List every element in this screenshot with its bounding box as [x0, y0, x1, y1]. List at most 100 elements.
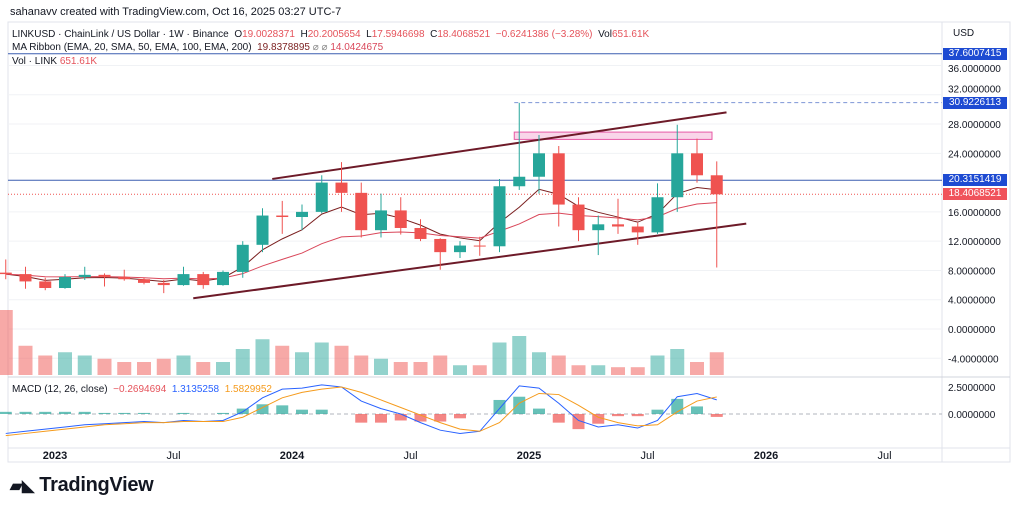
macd-histogram-bar — [177, 412, 190, 414]
volume-bar — [709, 352, 724, 375]
macd-legend[interactable]: MACD (12, 26, close) −0.2694694 1.313525… — [12, 384, 272, 395]
trendline — [193, 222, 747, 300]
price-tick-label: 16.0000000 — [948, 208, 1001, 219]
macd-histogram-bar — [414, 414, 427, 422]
candle-body — [513, 176, 526, 187]
candle-body — [572, 204, 585, 231]
volume-bar — [472, 365, 487, 375]
candle-body — [59, 277, 71, 289]
volume-bar — [413, 362, 428, 375]
ma-value-2: 14.0424675 — [330, 42, 384, 53]
ma-value-1: 19.8378895 — [257, 42, 310, 53]
candle-body — [217, 271, 229, 286]
candle-body — [671, 153, 684, 198]
macd-histogram-bar — [651, 409, 664, 414]
macd-histogram-bar — [710, 414, 723, 417]
volume-bar — [275, 345, 290, 375]
macd-histogram-bar — [315, 409, 328, 414]
volume-bar — [591, 365, 606, 375]
high-value: 20.2005654 — [307, 29, 361, 40]
time-tick-label: Jul — [166, 450, 180, 462]
macd-histogram-bar — [493, 399, 506, 414]
time-tick-label: Jul — [403, 450, 417, 462]
volume-bar — [630, 367, 645, 375]
candle-body — [78, 274, 91, 278]
macd-histogram-bar — [296, 409, 308, 414]
volume-bar — [670, 349, 685, 375]
price-tick-label: 28.0000000 — [948, 120, 1001, 131]
price-tag: 30.9226113 — [943, 96, 1007, 109]
time-tick-label: 2023 — [43, 450, 67, 462]
macd-histogram-bar — [59, 411, 71, 414]
macd-histogram-bar — [0, 411, 12, 414]
macd-line — [5, 384, 717, 434]
macd-histogram-bar — [138, 412, 150, 414]
chart-credit: sahanavv created with TradingView.com, O… — [10, 6, 342, 18]
volume-bar — [433, 355, 448, 375]
time-tick-label: Jul — [640, 450, 654, 462]
candle-body — [276, 215, 289, 218]
candle-body — [592, 224, 605, 231]
macd-histogram-bar — [394, 414, 407, 421]
time-tick-label: 2026 — [754, 450, 778, 462]
macd-histogram-bar — [39, 411, 52, 414]
signal-line — [5, 386, 717, 437]
ma-ribbon-legend[interactable]: MA Ribbon (EMA, 20, SMA, 50, EMA, 100, E… — [12, 42, 384, 53]
macd-histogram-bar — [118, 412, 131, 414]
volume-bar — [117, 362, 132, 375]
volume-bar — [314, 342, 329, 375]
volume-bar — [374, 358, 388, 375]
price-tick-label: 36.0000000 — [948, 64, 1001, 75]
candle-body — [138, 279, 150, 283]
macd-histogram-bar — [217, 412, 229, 414]
volume-bar — [571, 365, 586, 375]
price-tick-label: 0.0000000 — [948, 325, 996, 336]
macd-histogram-bar — [434, 414, 447, 422]
candle-body — [375, 210, 387, 231]
volume-bar — [255, 339, 270, 375]
candle-body — [19, 274, 32, 282]
volume-bar — [650, 355, 665, 375]
candle-body — [0, 272, 12, 275]
volume-bar — [156, 358, 171, 375]
symbol-legend: LINKUSD · ChainLink / US Dollar · 1W · B… — [12, 29, 650, 40]
volume-bar — [176, 355, 191, 375]
macd-histogram-bar — [98, 412, 111, 414]
candle-body — [39, 281, 52, 289]
macd-histogram-bar — [78, 411, 91, 414]
volume-legend[interactable]: Vol · LINK 651.61K — [12, 56, 98, 67]
candle-body — [533, 153, 545, 177]
low-value: 17.5946698 — [371, 29, 425, 40]
price-tag: 18.4068521 — [943, 188, 1007, 201]
volume-bar — [492, 342, 507, 375]
candle-body — [118, 277, 131, 280]
candle-body — [454, 245, 466, 253]
macd-histogram-bar — [612, 414, 624, 417]
candle-body — [394, 210, 407, 228]
volume-bar — [58, 352, 72, 375]
macd-tick-label: 2.5000000 — [948, 383, 996, 394]
volume-bar — [393, 362, 408, 375]
symbol-title[interactable]: LINKUSD · ChainLink / US Dollar · 1W · B… — [12, 29, 229, 40]
volume-bar — [216, 362, 230, 375]
resistance-zone — [513, 131, 713, 140]
candle-body — [651, 197, 664, 233]
trendline — [272, 111, 727, 180]
volume-bar — [453, 365, 467, 375]
volume-bar — [196, 362, 211, 375]
open-value: 19.0028371 — [242, 29, 295, 40]
time-tick-label: Jul — [877, 450, 891, 462]
macd-histogram-bar — [631, 414, 644, 417]
volume-bar — [97, 358, 112, 375]
volume-bar — [77, 355, 92, 375]
macd-histogram-bar — [592, 414, 605, 424]
volume-bar — [295, 352, 309, 375]
candle-body — [335, 182, 348, 193]
chart-frame — [7, 21, 1011, 463]
candle-body — [157, 282, 170, 286]
macd-histogram-bar — [691, 406, 703, 414]
volume-bar — [532, 352, 546, 375]
volume-bar — [18, 345, 33, 375]
candle-body — [296, 211, 308, 218]
